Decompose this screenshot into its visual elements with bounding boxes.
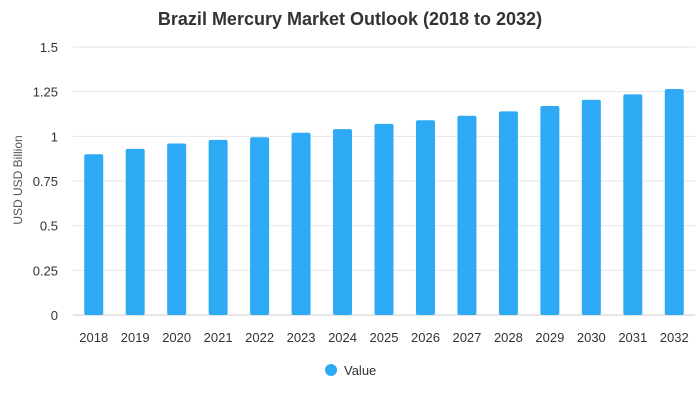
bar-2019[interactable] [125, 148, 145, 315]
y-tick-label: 0.75 [33, 174, 58, 189]
chart-title: Brazil Mercury Market Outlook (2018 to 2… [158, 9, 542, 29]
legend-label-value: Value [344, 363, 376, 378]
x-tick-label: 2030 [577, 330, 606, 345]
y-tick-label: 1.25 [33, 85, 58, 100]
x-tick-label: 2028 [494, 330, 523, 345]
x-tick-label: 2026 [411, 330, 440, 345]
bar-2024[interactable] [333, 129, 353, 315]
x-tick-label: 2029 [535, 330, 564, 345]
legend-marker-value [325, 364, 337, 376]
y-tick-label: 1.5 [40, 40, 58, 55]
y-axis-title: USD USD Billion [11, 135, 25, 224]
x-tick-label: 2018 [79, 330, 108, 345]
x-tick-label: 2027 [452, 330, 481, 345]
bar-2027[interactable] [457, 115, 477, 315]
x-axis-ticks: 2018 2019 2020 2021 2022 2023 2024 2025 2026 2027… [79, 330, 688, 345]
legend[interactable]: Value [325, 363, 376, 378]
x-tick-label: 2021 [204, 330, 233, 345]
x-tick-label: 2020 [162, 330, 191, 345]
x-tick-label: 2031 [618, 330, 647, 345]
x-tick-label: 2023 [287, 330, 316, 345]
bar-2020[interactable] [167, 143, 187, 315]
y-tick-label: 0.25 [33, 263, 58, 278]
bar-2026[interactable] [415, 120, 435, 316]
bar-2022[interactable] [250, 137, 270, 315]
x-tick-label: 2032 [660, 330, 689, 345]
x-tick-label: 2025 [370, 330, 399, 345]
bar-2029[interactable] [540, 105, 560, 316]
bar-2028[interactable] [498, 111, 518, 315]
y-axis-ticks: 0 0.25 0.5 0.75 1 1.25 1.5 [33, 40, 58, 323]
bar-2025[interactable] [374, 123, 394, 316]
bar-2018[interactable] [84, 154, 104, 315]
y-tick-label: 0.5 [40, 219, 58, 234]
bar-2032[interactable] [664, 88, 684, 315]
x-tick-label: 2024 [328, 330, 357, 345]
bar-2023[interactable] [291, 132, 311, 315]
y-tick-label: 1 [51, 129, 58, 144]
x-tick-label: 2022 [245, 330, 274, 345]
x-tick-label: 2019 [121, 330, 150, 345]
bar-2021[interactable] [208, 139, 228, 315]
bars [84, 88, 684, 316]
y-tick-label: 0 [51, 308, 58, 323]
bar-2031[interactable] [623, 94, 643, 315]
bar-2030[interactable] [581, 99, 601, 315]
